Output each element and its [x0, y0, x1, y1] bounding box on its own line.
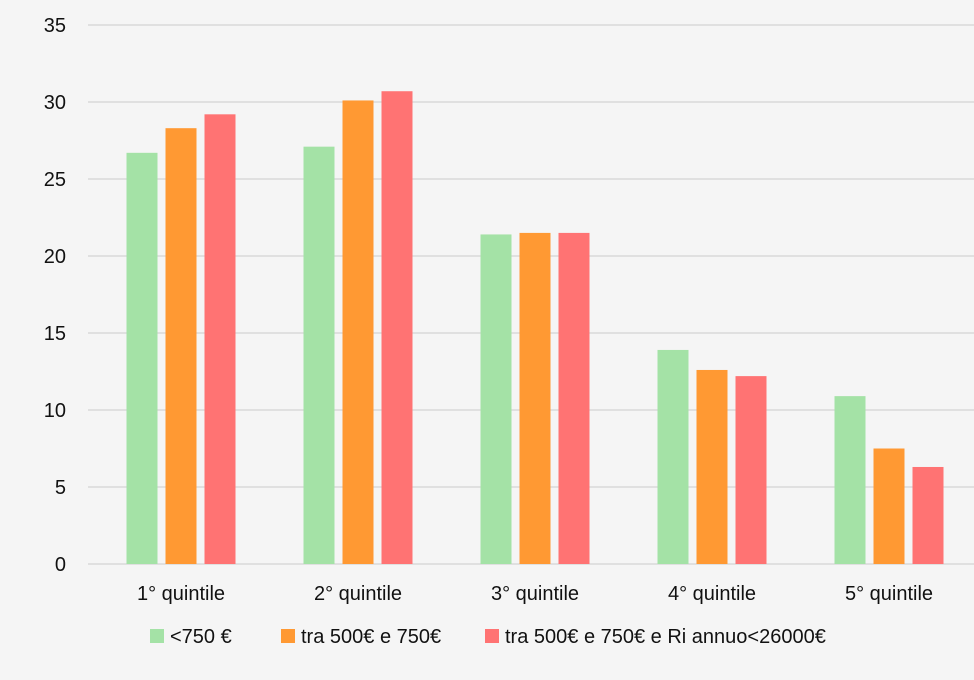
- bar-series3-q4: [735, 376, 767, 564]
- legend-label-series1: <750 €: [170, 626, 232, 648]
- legend-marker-series3: [485, 629, 499, 643]
- x-tick-label: 1° quintile: [137, 583, 225, 605]
- y-axis-tick-labels: 0 5 10 15 20 25 30 35: [44, 15, 66, 576]
- legend-marker-series2: [281, 629, 295, 643]
- y-tick-label: 25: [44, 169, 66, 191]
- x-tick-label: 4° quintile: [668, 583, 756, 605]
- y-tick-label: 30: [44, 92, 66, 114]
- bar-series2-q4: [696, 369, 728, 564]
- bar-series2-q3: [519, 232, 551, 564]
- bar-series3-q1: [204, 114, 236, 564]
- bar-series3-q2: [381, 91, 413, 564]
- legend-marker-series1: [150, 629, 164, 643]
- x-tick-label: 5° quintile: [845, 583, 933, 605]
- y-tick-label: 20: [44, 246, 66, 268]
- y-tick-label: 10: [44, 400, 66, 422]
- bar-series3-q5: [912, 466, 944, 564]
- bar-series2-q5: [873, 448, 905, 564]
- bar-series1-q2: [303, 146, 335, 564]
- y-tick-label: 0: [55, 554, 66, 576]
- bars: [126, 91, 944, 565]
- legend: <750 € tra 500€ e 750€ tra 500€ e 750€ e R…: [150, 626, 826, 648]
- x-tick-label: 3° quintile: [491, 583, 579, 605]
- y-tick-label: 5: [55, 477, 66, 499]
- bar-series1-q4: [657, 349, 689, 564]
- bar-series1-q5: [834, 396, 866, 564]
- bar-series2-q2: [342, 100, 374, 565]
- bar-series3-q3: [558, 232, 590, 564]
- y-tick-label: 15: [44, 323, 66, 345]
- bar-series1-q3: [480, 234, 512, 564]
- legend-label-series3: tra 500€ e 750€ e Ri annuo<26000€: [505, 626, 826, 648]
- x-tick-label: 2° quintile: [314, 583, 402, 605]
- y-tick-label: 35: [44, 15, 66, 37]
- bar-series2-q1: [165, 128, 197, 564]
- legend-label-series2: tra 500€ e 750€: [301, 626, 441, 648]
- x-axis-tick-labels: 1° quintile 2° quintile 3° quintile 4° quin…: [137, 583, 933, 605]
- bar-series1-q1: [126, 152, 158, 564]
